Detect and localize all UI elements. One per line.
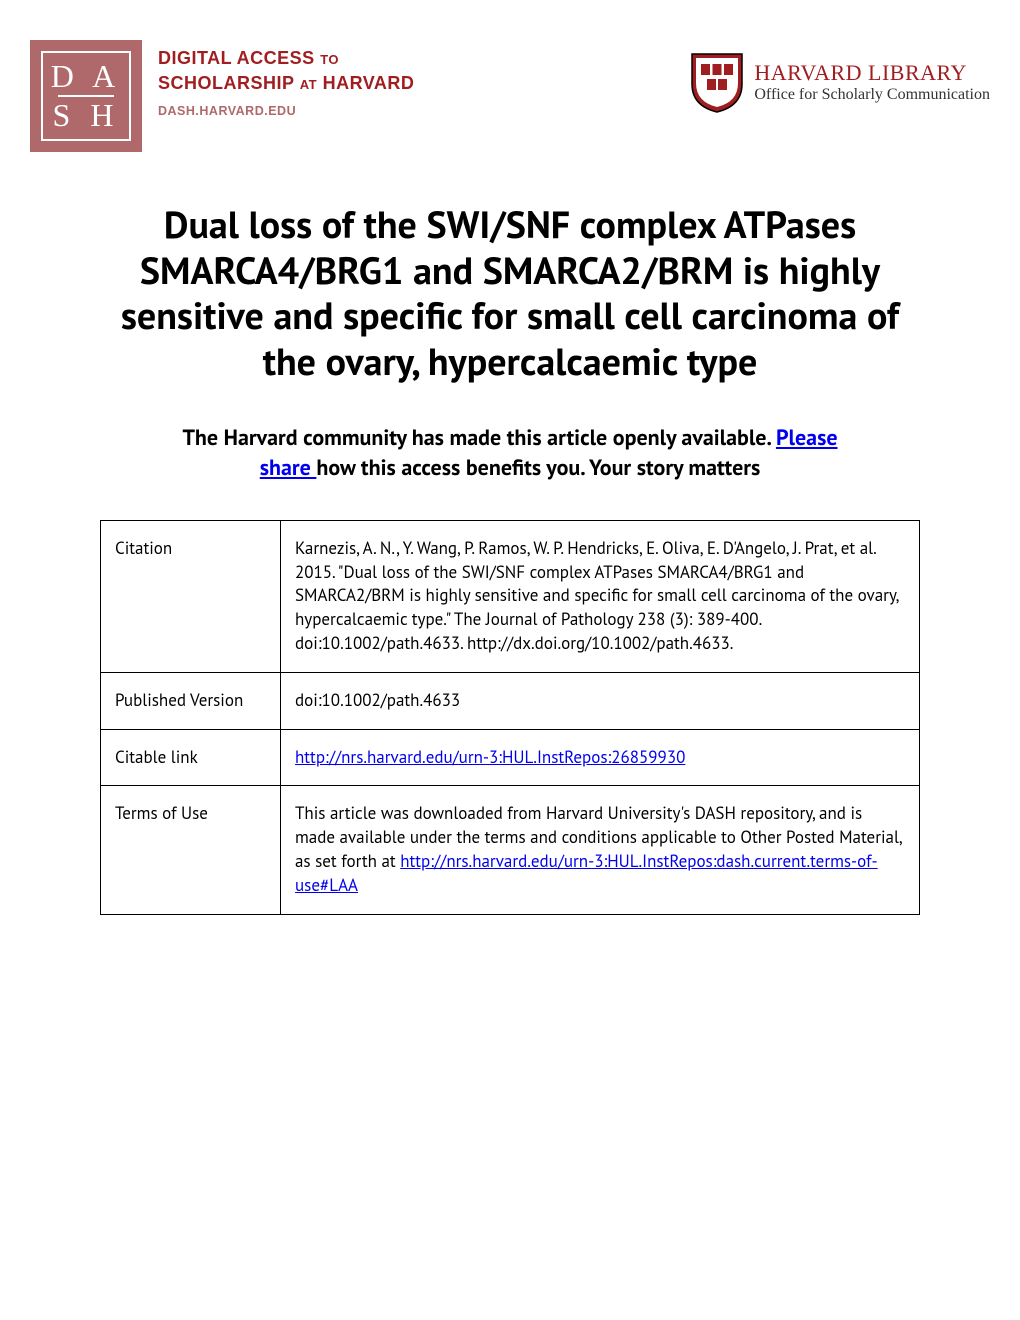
table-row-published-version: Published Version doi:10.1002/path.4633 [101, 672, 920, 729]
dash-logo-line1: D A [51, 60, 121, 94]
article-subtitle: The Harvard community has made this arti… [180, 424, 840, 483]
metadata-table: Citation Karnezis, A. N., Y. Wang, P. Ra… [100, 520, 920, 915]
dash-text-block: DIGITAL ACCESS TO SCHOLARSHIP AT HARVARD… [158, 40, 414, 118]
dash-logo-line2: S H [53, 99, 120, 133]
published-version-value: doi:10.1002/path.4633 [281, 672, 920, 729]
terms-value: This article was downloaded from Harvard… [281, 786, 920, 914]
published-version-label: Published Version [101, 672, 281, 729]
header-left: D A S H DIGITAL ACCESS TO SCHOLARSHIP AT… [30, 40, 414, 152]
dash-text-line2: SCHOLARSHIP AT HARVARD [158, 73, 414, 94]
citable-link[interactable]: http://nrs.harvard.edu/urn-3:HUL.InstRep… [295, 746, 685, 768]
terms-label: Terms of Use [101, 786, 281, 914]
citation-value: Karnezis, A. N., Y. Wang, P. Ramos, W. P… [281, 520, 920, 672]
table-row-citable-link: Citable link http://nrs.harvard.edu/urn-… [101, 729, 920, 786]
subtitle-post: how this access benefits you. Your story… [316, 454, 760, 482]
dash-text-line1: DIGITAL ACCESS TO [158, 48, 414, 69]
citation-label: Citation [101, 520, 281, 672]
page-header: D A S H DIGITAL ACCESS TO SCHOLARSHIP AT… [30, 40, 990, 152]
dash-url: DASH.HARVARD.EDU [158, 104, 414, 118]
article-title: Dual loss of the SWI/SNF complex ATPases… [90, 202, 930, 384]
harvard-shield-icon [690, 50, 744, 114]
table-row-citation: Citation Karnezis, A. N., Y. Wang, P. Ra… [101, 520, 920, 672]
dash-logo: D A S H [30, 40, 142, 152]
subtitle-pre: The Harvard community has made this arti… [182, 424, 776, 452]
citable-link-label: Citable link [101, 729, 281, 786]
dash-logo-inner: D A S H [41, 51, 131, 141]
header-right: HARVARD LIBRARY Office for Scholarly Com… [690, 40, 990, 114]
harvard-subtitle: Office for Scholarly Communication [754, 86, 990, 104]
table-row-terms-of-use: Terms of Use This article was downloaded… [101, 786, 920, 914]
harvard-text-block: HARVARD LIBRARY Office for Scholarly Com… [754, 60, 990, 104]
harvard-library-label: HARVARD LIBRARY [754, 60, 990, 86]
citable-link-value: http://nrs.harvard.edu/urn-3:HUL.InstRep… [281, 729, 920, 786]
